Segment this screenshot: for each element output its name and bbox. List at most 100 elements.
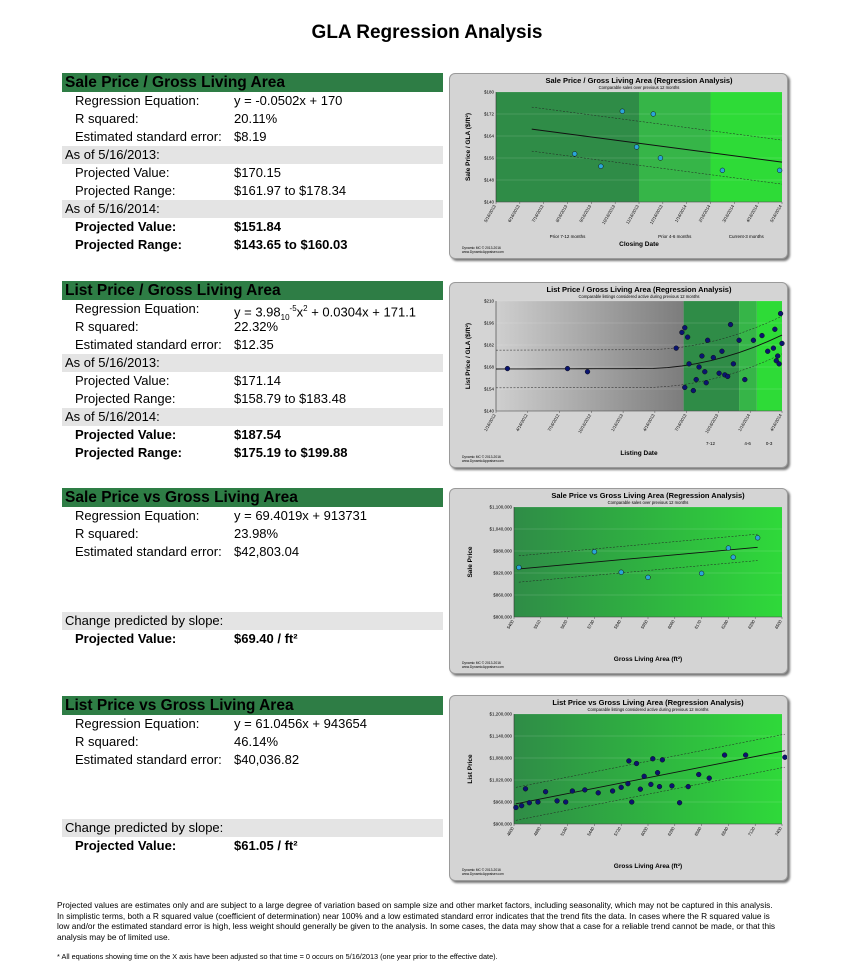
y-axis-label: Sale Price / GLA ($/ft²) — [465, 113, 472, 181]
eq-value: y = 61.0456x + 943654 — [234, 716, 368, 731]
y-tick-label: $800,000 — [493, 615, 512, 620]
pv-label: Projected Value: — [75, 838, 177, 853]
pr2-label: Projected Range: — [75, 445, 182, 460]
data-point — [572, 151, 578, 157]
data-point — [698, 570, 705, 577]
data-point — [703, 380, 709, 386]
y-tick-label: $148 — [484, 178, 495, 183]
data-point — [775, 353, 781, 359]
pv-value: $61.05 / ft² — [234, 838, 298, 853]
y-tick-label: $900,000 — [493, 822, 512, 827]
data-point — [782, 754, 787, 760]
section-list-price-vs-gla: List Price vs Gross Living Area Regressi… — [62, 696, 443, 855]
data-point — [569, 788, 576, 794]
eq-label: Regression Equation: — [75, 716, 200, 731]
r2-value: 46.14% — [234, 734, 279, 749]
eq-label: Regression Equation: — [75, 301, 200, 316]
data-point — [772, 326, 778, 332]
data-point — [704, 337, 711, 343]
data-point — [765, 348, 771, 354]
pv1-value: $171.14 — [234, 373, 281, 388]
data-point — [730, 554, 736, 560]
regression-line — [515, 750, 785, 805]
y-tick-label: $210 — [484, 299, 495, 304]
data-point — [504, 365, 511, 372]
as-of-2014: As of 5/16/2014: — [62, 408, 443, 426]
pv2-value: $187.54 — [234, 427, 281, 442]
data-point — [779, 340, 785, 347]
as-of-2013: As of 5/16/2013: — [62, 354, 443, 372]
data-point — [686, 361, 692, 367]
data-point — [637, 786, 643, 792]
x-axis-label: Gross Living Area (ft²) — [614, 656, 682, 663]
zone-1 — [496, 301, 684, 411]
x-tick-label: 6840 — [720, 825, 729, 836]
data-point — [754, 535, 761, 541]
r2-value: 23.98% — [234, 526, 279, 541]
data-point — [702, 369, 708, 375]
pr2-value: $143.65 to $160.03 — [234, 237, 348, 252]
zone-3 — [739, 301, 757, 411]
x-tick-label: 6280 — [720, 618, 729, 629]
y-tick-label: $1,140,000 — [489, 734, 512, 739]
chart-title: List Price / Gross Living Area (Regressi… — [547, 285, 732, 294]
data-point — [535, 799, 541, 805]
y-tick-label: $196 — [484, 321, 495, 326]
zone-label: 7-12 — [706, 441, 716, 446]
x-tick-label: 4600 — [506, 825, 515, 836]
data-point — [719, 167, 726, 174]
data-point — [710, 354, 717, 361]
x-tick-label: 10/16/2013 — [704, 412, 719, 434]
r2-label: R squared: — [75, 734, 139, 749]
slope-label: Change predicted by slope: — [62, 819, 443, 837]
data-point — [542, 789, 549, 795]
se-label: Estimated standard error: — [75, 337, 222, 352]
x-tick-label: 6/16/2013 — [507, 203, 521, 223]
y-tick-label: $860,000 — [493, 593, 512, 598]
r2-label: R squared: — [75, 526, 139, 541]
y-tick-label: $1,100,000 — [489, 505, 512, 510]
pr1-value: $158.79 to $183.48 — [234, 391, 347, 406]
y-tick-label: $180 — [484, 90, 495, 95]
x-tick-label: 5510 — [533, 618, 542, 629]
y-tick-label: $1,040,000 — [489, 527, 512, 532]
pr1-label: Projected Range: — [75, 183, 176, 198]
y-tick-label: $164 — [484, 134, 495, 139]
data-point — [719, 348, 725, 354]
data-point — [657, 155, 664, 161]
section-sale-price-gla: Sale Price / Gross Living Area Regressio… — [62, 73, 443, 254]
data-point — [584, 369, 591, 375]
data-point — [633, 760, 640, 767]
data-point — [629, 799, 635, 805]
data-point — [598, 163, 604, 169]
pv1-label: Projected Value: — [75, 165, 170, 180]
r2-label: R squared: — [75, 319, 139, 334]
y-tick-label: $168 — [484, 365, 495, 370]
data-point — [595, 790, 601, 796]
data-point — [654, 770, 661, 776]
y-tick-label: $154 — [484, 387, 495, 392]
data-point — [725, 545, 732, 551]
x-tick-label: 4/16/2014 — [769, 412, 783, 432]
data-point — [554, 798, 560, 804]
pv-value: $69.40 / ft² — [234, 631, 298, 646]
chart-footer-url: www.DynamicAppraiser.com — [462, 250, 504, 254]
x-tick-label: 10/16/2012 — [577, 412, 592, 434]
data-point — [618, 569, 624, 575]
data-point — [669, 783, 675, 789]
x-tick-label: 1/16/2014 — [737, 412, 751, 432]
x-tick-label: 7120 — [747, 825, 756, 836]
x-tick-label: 7/16/2013 — [531, 203, 545, 223]
data-point — [706, 775, 712, 781]
x-tick-label: 10/16/2013 — [601, 203, 616, 225]
chart-subtitle: Comparable listings considered active du… — [587, 707, 708, 712]
data-point — [656, 783, 663, 790]
x-tick-label: 6000 — [640, 825, 649, 836]
x-tick-label: 5160 — [559, 825, 568, 836]
x-tick-label: 5840 — [613, 618, 622, 629]
data-point — [522, 786, 529, 792]
slope-label: Change predicted by slope: — [62, 612, 443, 630]
data-point — [526, 800, 532, 806]
zone-label: Prior 7-12 months — [550, 234, 587, 239]
chart-title: List Price vs Gross Living Area (Regress… — [552, 698, 744, 707]
